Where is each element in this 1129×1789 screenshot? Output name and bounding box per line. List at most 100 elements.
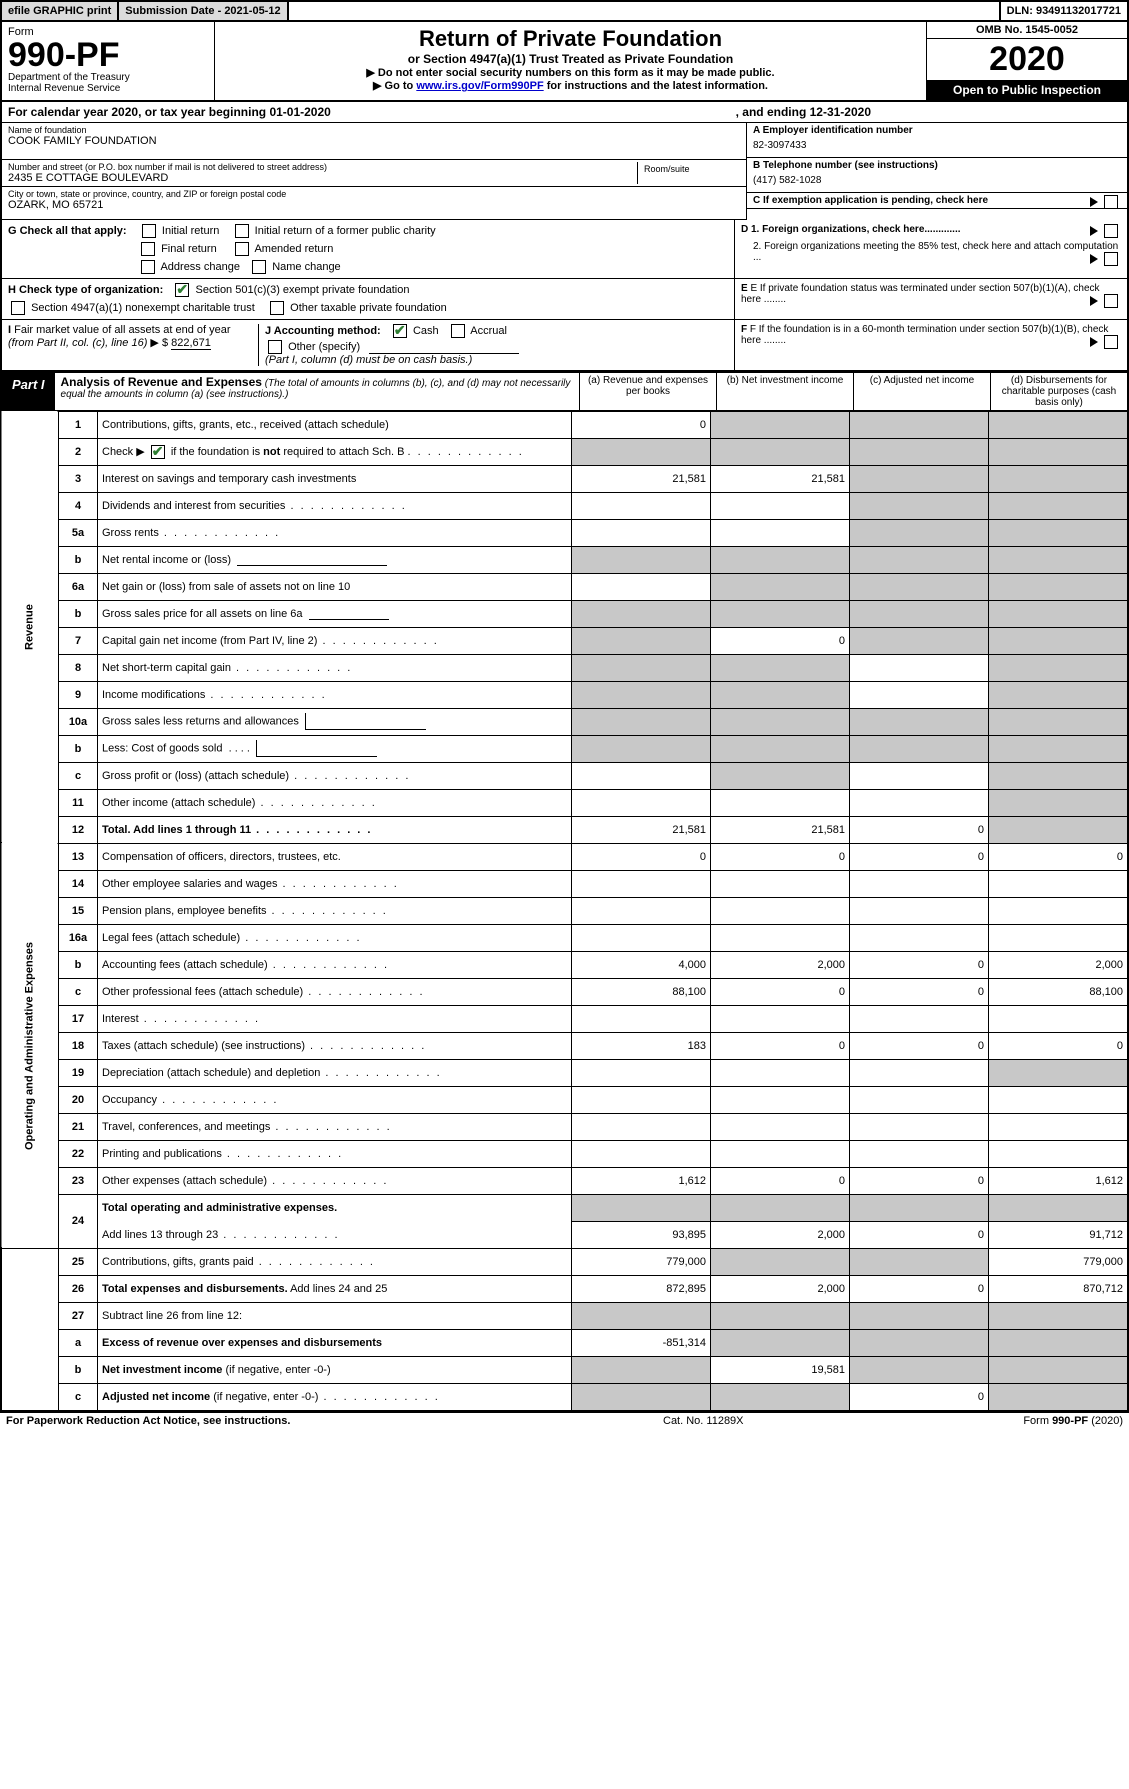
line-num: 17 <box>59 1005 98 1032</box>
501c3-checkbox[interactable] <box>175 283 189 297</box>
amt-b: 0 <box>711 1167 850 1194</box>
j-note: (Part I, column (d) must be on cash basi… <box>265 354 728 366</box>
table-row: 11 Other income (attach schedule) <box>1 789 1128 816</box>
arrow-icon <box>1090 296 1098 306</box>
col-b-header: (b) Net investment income <box>716 373 853 410</box>
h-label: H Check type of organization: <box>8 284 163 296</box>
4947a1-checkbox[interactable] <box>11 301 25 315</box>
line-num: 13 <box>59 843 98 870</box>
table-row: 23 Other expenses (attach schedule) 1,61… <box>1 1167 1128 1194</box>
cal-year-begin: For calendar year 2020, or tax year begi… <box>8 105 331 119</box>
sch-b-checkbox[interactable] <box>151 445 165 459</box>
line-num: 23 <box>59 1167 98 1194</box>
60month-checkbox[interactable] <box>1104 335 1118 349</box>
line-num: 3 <box>59 465 98 492</box>
table-row: 22 Printing and publications <box>1 1140 1128 1167</box>
table-row: Add lines 13 through 23 93,895 2,000 0 9… <box>1 1221 1128 1248</box>
amt-b: 21,581 <box>711 816 850 843</box>
amt-c: 0 <box>850 1167 989 1194</box>
amt-c: 0 <box>850 951 989 978</box>
name-change-checkbox[interactable] <box>252 260 266 274</box>
phone-value: (417) 582-1028 <box>753 171 1121 190</box>
amt-d <box>989 411 1129 438</box>
table-row: 14 Other employee salaries and wages <box>1 870 1128 897</box>
initial-return-former-label: Initial return of a former public charit… <box>255 225 436 237</box>
amt-a: -851,314 <box>572 1329 711 1356</box>
line-desc: Add lines 13 through 23 <box>98 1221 572 1248</box>
amt-c: 0 <box>850 1275 989 1302</box>
ein-value: 82-3097433 <box>753 136 1121 155</box>
line-desc: Interest <box>98 1005 572 1032</box>
other-method-checkbox[interactable] <box>268 340 282 354</box>
line-num: b <box>59 1356 98 1383</box>
amt-d: 0 <box>989 843 1129 870</box>
line-desc: Gross rents <box>98 519 572 546</box>
table-row: Revenue 1 Contributions, gifts, grants, … <box>1 411 1128 438</box>
table-row: 9 Income modifications <box>1 681 1128 708</box>
foreign-85-checkbox[interactable] <box>1104 252 1118 266</box>
line-desc: Compensation of officers, directors, tru… <box>98 843 572 870</box>
g-label: G Check all that apply: <box>8 225 127 237</box>
exemption-pending-checkbox[interactable] <box>1104 195 1118 209</box>
table-row: 15 Pension plans, employee benefits <box>1 897 1128 924</box>
table-row: b Less: Cost of goods sold . . . . <box>1 735 1128 762</box>
4947a1-label: Section 4947(a)(1) nonexempt charitable … <box>31 302 255 314</box>
table-row: b Accounting fees (attach schedule) 4,00… <box>1 951 1128 978</box>
final-return-checkbox[interactable] <box>141 242 155 256</box>
amt-c: 0 <box>850 1032 989 1059</box>
table-row: 12 Total. Add lines 1 through 11 21,581 … <box>1 816 1128 843</box>
efile-print-button[interactable]: efile GRAPHIC print <box>2 2 119 20</box>
line-num: 6a <box>59 573 98 600</box>
line-desc: Net rental income or (loss) <box>98 546 572 573</box>
initial-return-former-checkbox[interactable] <box>235 224 249 238</box>
amended-return-checkbox[interactable] <box>235 242 249 256</box>
line-num: c <box>59 762 98 789</box>
room-suite-label: Room/suite <box>637 162 740 184</box>
line-desc: Taxes (attach schedule) (see instruction… <box>98 1032 572 1059</box>
initial-return-checkbox[interactable] <box>142 224 156 238</box>
revenue-side-label: Revenue <box>1 411 59 843</box>
line-desc: Interest on savings and temporary cash i… <box>98 465 572 492</box>
terminated-checkbox[interactable] <box>1104 294 1118 308</box>
line-desc: Contributions, gifts, grants paid <box>98 1248 572 1275</box>
table-row: 24 Total operating and administrative ex… <box>1 1194 1128 1221</box>
amt-b: 2,000 <box>711 951 850 978</box>
cash-checkbox[interactable] <box>393 324 407 338</box>
city-label: City or town, state or province, country… <box>8 189 740 199</box>
line-num: c <box>59 978 98 1005</box>
address-change-checkbox[interactable] <box>141 260 155 274</box>
other-taxable-checkbox[interactable] <box>270 301 284 315</box>
line-desc: Net gain or (loss) from sale of assets n… <box>98 573 572 600</box>
line-desc: Gross profit or (loss) (attach schedule) <box>98 762 572 789</box>
501c3-label: Section 501(c)(3) exempt private foundat… <box>195 284 409 296</box>
line-desc: Travel, conferences, and meetings <box>98 1113 572 1140</box>
j-label: J Accounting method: <box>265 325 381 337</box>
amt-b: 0 <box>711 1032 850 1059</box>
open-public-badge: Open to Public Inspection <box>927 80 1127 100</box>
table-row: 18 Taxes (attach schedule) (see instruct… <box>1 1032 1128 1059</box>
checks-block: G Check all that apply: Initial return I… <box>0 220 1129 372</box>
amt-c: 0 <box>850 1383 989 1411</box>
amt-a: 21,581 <box>572 465 711 492</box>
cal-year-end: , and ending 12-31-2020 <box>736 105 871 119</box>
accrual-label: Accrual <box>470 325 507 337</box>
amt-c: 0 <box>850 843 989 870</box>
foundation-name: COOK FAMILY FOUNDATION <box>8 135 740 147</box>
col-d-header: (d) Disbursements for charitable purpose… <box>990 373 1127 410</box>
line-num: b <box>59 951 98 978</box>
line-num: 5a <box>59 519 98 546</box>
line-desc: Net short-term capital gain <box>98 654 572 681</box>
foreign-org-checkbox[interactable] <box>1104 224 1118 238</box>
amt-c <box>850 411 989 438</box>
fmv-value: 822,671 <box>171 337 211 350</box>
instructions-link[interactable]: www.irs.gov/Form990PF <box>416 80 543 92</box>
table-row: 16a Legal fees (attach schedule) <box>1 924 1128 951</box>
amt-c: 0 <box>850 1221 989 1248</box>
line-num: 14 <box>59 870 98 897</box>
line-desc: Subtract line 26 from line 12: <box>98 1302 572 1329</box>
amt-b: 2,000 <box>711 1221 850 1248</box>
arrow-icon <box>1090 337 1098 347</box>
accrual-checkbox[interactable] <box>451 324 465 338</box>
form-subtitle: or Section 4947(a)(1) Trust Treated as P… <box>221 52 920 66</box>
line-desc: Check ▶ if the foundation is not require… <box>98 438 572 465</box>
